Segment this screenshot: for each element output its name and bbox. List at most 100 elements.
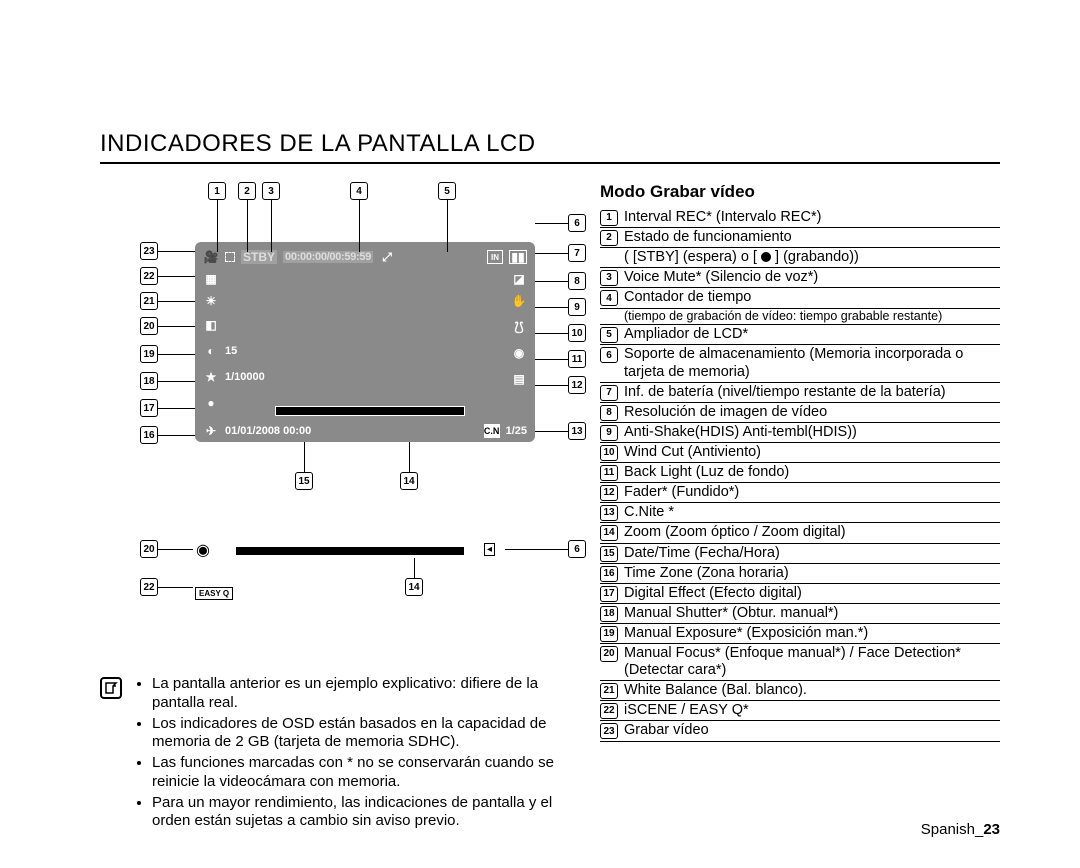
callout-17: 17 [140,399,158,417]
exposure-value: 15 [225,345,237,357]
wb-icon: ☀ [203,294,219,308]
lcd-screen: 🎥 STBY 00:00:00/00:59:59 ⤢ IN ▮▮ ▦ ☀ ◧ ◐… [195,242,535,442]
callout-6b: 6 [568,540,586,558]
antishake-icon: ✋ [511,294,527,308]
legend-row: 16 Time Zone (Zona horaria) [600,564,1000,584]
note-item: Las funciones marcadas con * no se conse… [152,754,590,792]
legend-number: 15 [600,546,618,562]
legend-row: 7Inf. de batería (nivel/tiempo restante … [600,383,1000,403]
callout-14: 14 [400,472,418,490]
secondary-diagram: ◉ ◂ EASY Q 20 22 6 14 [195,540,535,600]
legend-text: Time Zone (Zona horaria) [624,565,1000,583]
legend-row: 22iSCENE / EASY Q* [600,701,1000,721]
callout-2: 2 [238,182,256,200]
note-icon [100,677,122,699]
callout-6: 6 [568,214,586,232]
legend-text: Voice Mute* (Silencio de voz*) [624,269,1000,287]
backlight-icon: ◉ [511,346,527,360]
notes-block: La pantalla anterior es un ejemplo expli… [100,675,590,833]
callout-5: 5 [438,182,456,200]
section-title: Modo Grabar vídeo [600,182,1000,202]
legend-number: 23 [600,723,618,739]
legend-subtext: (tiempo de grabación de vídeo: tiempo gr… [600,309,1000,326]
legend-number: 1 [600,210,618,226]
legend-number: 18 [600,606,618,622]
legend-text: Estado de funcionamiento [624,229,1000,247]
callout-19: 19 [140,345,158,363]
legend-row: 6Soporte de almacenamiento (Memoria inco… [600,345,1000,382]
cnite-value: 1/25 [506,425,527,437]
content: 1 2 3 4 5 6 7 8 9 10 11 12 13 [100,182,1000,833]
legend-number: 21 [600,683,618,699]
iscene-icon: ▦ [203,272,219,286]
legend-row: 10Wind Cut (Antiviento) [600,443,1000,463]
legend-number: 20 [600,646,618,662]
legend-number: 3 [600,270,618,286]
exposure-icon: ◐ [203,344,219,358]
callout-3: 3 [262,182,280,200]
callout-1: 1 [208,182,226,200]
legend-row: 23Grabar vídeo [600,721,1000,741]
legend-row: 21 White Balance (Bal. blanco). [600,681,1000,701]
video-mode-icon: 🎥 [203,250,219,264]
zoom-bar [275,406,465,416]
legend-number: 16 [600,566,618,582]
callout-16: 16 [140,426,158,444]
legend-row: 8 Resolución de imagen de vídeo [600,403,1000,423]
callout-22: 22 [140,267,158,285]
legend-text: White Balance (Bal. blanco). [624,682,1000,700]
note-item: Los indicadores de OSD están basados en … [152,715,590,753]
legend-text: Back Light (Luz de fondo) [624,464,1000,482]
page-title: INDICADORES DE LA PANTALLA LCD [100,130,1000,164]
legend-number: 12 [600,485,618,501]
legend-text: iSCENE / EASY Q* [624,702,1000,720]
zoom-bar-2 [235,546,465,556]
legend-row: 14 Zoom (Zoom óptico / Zoom digital) [600,523,1000,543]
storage-icon-2: ◂ [484,543,495,556]
legend-row: 20Manual Focus* (Enfoque manual*) / Face… [600,644,1000,681]
legend-text: Resolución de imagen de vídeo [624,404,1000,422]
legend-text: Digital Effect (Efecto digital) [624,585,1000,603]
legend-row: 11 Back Light (Luz de fondo) [600,463,1000,483]
datetime-value: 01/01/2008 00:00 [225,425,311,437]
legend-row: 13C.Nite * [600,503,1000,523]
legend-row: 3 Voice Mute* (Silencio de voz*) [600,268,1000,288]
legend-number: 7 [600,385,618,401]
page-number: Spanish_23 [921,821,1000,838]
callout-12: 12 [568,376,586,394]
legend-number: 8 [600,405,618,421]
callout-11: 11 [568,350,586,368]
callout-22b: 22 [140,578,158,596]
legend-text: Manual Shutter* (Obtur. manual*) [624,605,1000,623]
legend-number: 11 [600,465,618,481]
legend-row: 5Ampliador de LCD* [600,325,1000,345]
legend-text: Interval REC* (Intervalo REC*) [624,209,1000,227]
legend-table: 1 Interval REC* (Intervalo REC*) 2 Estado d… [600,208,1000,742]
note-item: La pantalla anterior es un ejemplo expli… [152,675,590,713]
legend-row: 18 Manual Shutter* (Obtur. manual*) [600,604,1000,624]
shutter-icon: ★ [203,370,219,384]
callout-4: 4 [350,182,368,200]
left-column: 1 2 3 4 5 6 7 8 9 10 11 12 13 [100,182,590,833]
legend-row: 15 Date/Time (Fecha/Hora) [600,544,1000,564]
legend-subrow: ( [STBY] (espera) o [ ] (grabando)) [600,248,1000,268]
battery-icon: ▮▮ [509,250,527,264]
cnite-icon: C.N [484,424,500,438]
storage-icon: IN [487,250,503,264]
legend-row: 12Fader* (Fundido*) [600,483,1000,503]
legend-text: Zoom (Zoom óptico / Zoom digital) [624,524,1000,542]
lcd-diagram: 1 2 3 4 5 6 7 8 9 10 11 12 13 [100,182,590,522]
note-item: Para un mayor rendimiento, las indicacio… [152,794,590,832]
legend-number: 9 [600,425,618,441]
legend-number: 2 [600,230,618,246]
legend-text: Date/Time (Fecha/Hora) [624,545,1000,563]
legend-text: C.Nite * [624,504,1000,522]
right-column: Modo Grabar vídeo 1 Interval REC* (Interv… [600,182,1000,833]
legend-row: 1 Interval REC* (Intervalo REC*) [600,208,1000,228]
focus-icon: ◧ [203,318,219,332]
callout-14b: 14 [405,578,423,596]
legend-row: 9Anti-Shake(HDIS) Anti-tembl(HDIS)) [600,423,1000,443]
legend-number: 14 [600,525,618,541]
callout-20b: 20 [140,540,158,558]
legend-row: 17Digital Effect (Efecto digital) [600,584,1000,604]
